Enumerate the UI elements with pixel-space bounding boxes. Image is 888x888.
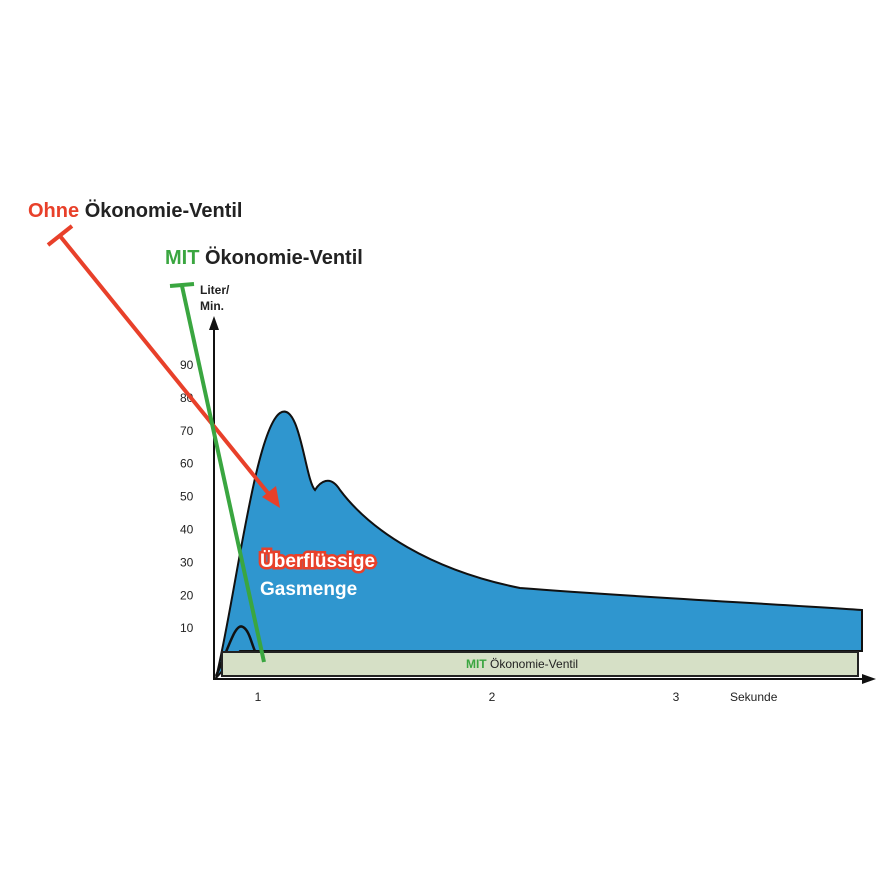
y-label-1: Liter/ (200, 283, 230, 297)
y-tick-label: 40 (180, 523, 194, 537)
strip-mit: MIT (466, 657, 487, 671)
ohne-word: Ohne (28, 200, 79, 222)
x-axis-label: Sekunde (730, 690, 778, 704)
x-tick-label: 2 (489, 690, 496, 704)
ohne-rest: Ökonomie-Ventil (85, 199, 243, 222)
y-arrow (209, 316, 219, 330)
x-tick-label: 3 (673, 690, 680, 704)
y-tick-label: 50 (180, 490, 194, 504)
strip-rest: Ökonomie-Ventil (490, 657, 578, 671)
ohne-title: Ohne Ökonomie-Ventil (28, 199, 243, 222)
y-tick-label: 70 (180, 424, 194, 438)
ohne-pointer (58, 234, 274, 500)
y-tick-label: 10 (180, 621, 194, 635)
area-label-2: Gasmenge (260, 579, 357, 600)
strip-label: MIT Ökonomie-Ventil (466, 657, 578, 671)
mit-rest: Ökonomie-Ventil (205, 246, 363, 269)
y-tick-label: 30 (180, 555, 194, 569)
area-label-1: Überflüssige (260, 551, 375, 572)
mit-title: MIT Ökonomie-Ventil (165, 246, 363, 269)
mit-word: MIT (165, 247, 199, 269)
mit-pointer (180, 285, 266, 663)
y-tick-label: 90 (180, 358, 194, 372)
y-tick-label: 60 (180, 457, 194, 471)
mit-strip (221, 651, 859, 677)
ohne-arrowhead (262, 486, 280, 508)
x-arrow (862, 674, 876, 684)
mit-cap (169, 282, 195, 288)
ohne-cap (46, 224, 74, 247)
y-tick-label: 20 (180, 588, 194, 602)
x-ticks: 1 2 3 (255, 690, 680, 704)
y-label-2: Min. (200, 299, 224, 313)
x-tick-label: 1 (255, 690, 262, 704)
excess-area (215, 410, 863, 679)
